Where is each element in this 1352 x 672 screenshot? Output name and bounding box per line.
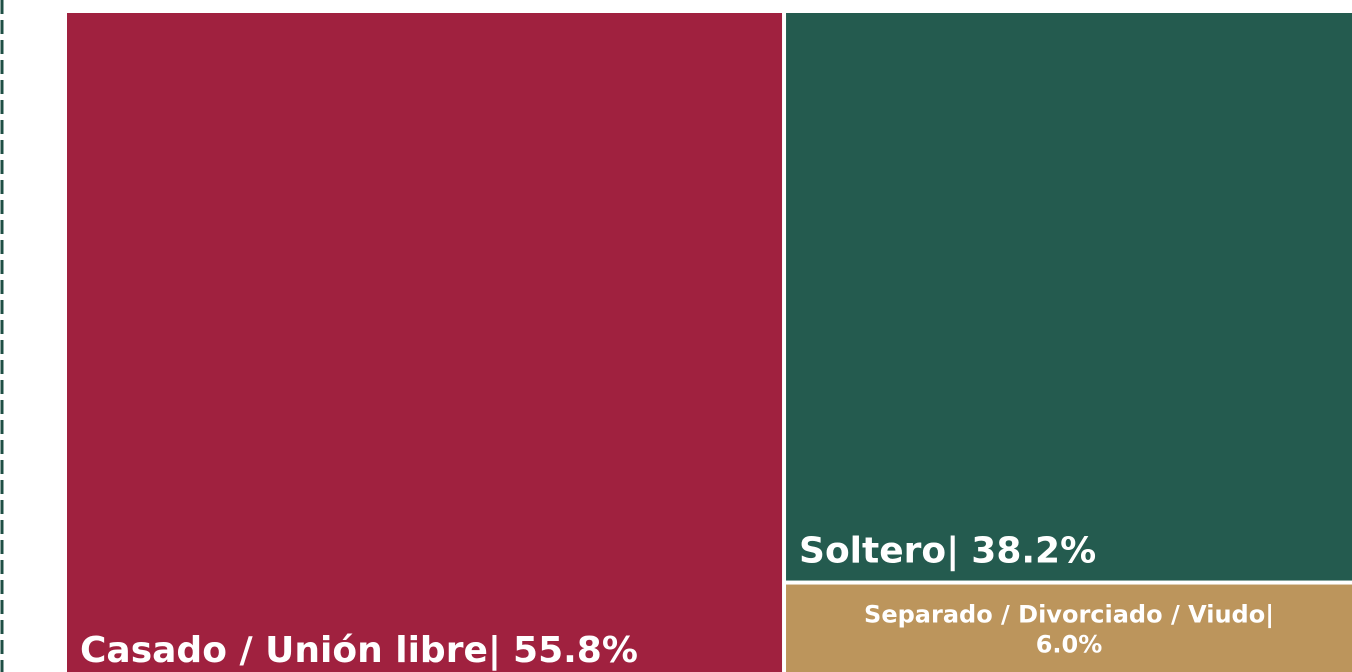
treemap-cell (786, 13, 1352, 581)
category-name: Separado / Divorciado / Viudo| (864, 601, 1274, 629)
value-label: 6.0% (1036, 631, 1103, 659)
treemap-cell (67, 13, 783, 672)
treemap-cell (786, 584, 1352, 672)
category-name: Casado / Unión libre| (80, 630, 501, 671)
cell-label: Casado / Unión libre| 55.8% (80, 630, 638, 671)
value-label: 55.8% (513, 630, 638, 671)
value-label: 38.2% (971, 531, 1096, 572)
cell-label: Soltero| 38.2% (799, 531, 1096, 572)
category-name: Soltero| (799, 531, 959, 572)
